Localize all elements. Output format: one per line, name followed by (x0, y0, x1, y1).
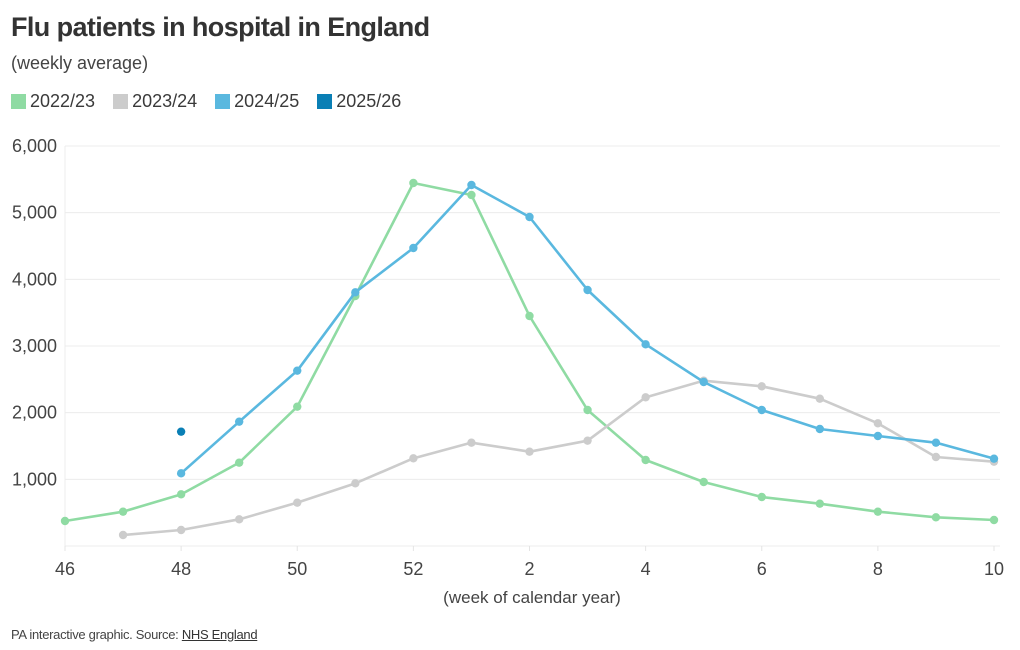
legend-label: 2025/26 (336, 91, 402, 111)
data-point[interactable] (931, 452, 941, 462)
series-group (60, 178, 999, 540)
data-point[interactable] (234, 458, 244, 467)
data-point[interactable] (931, 438, 941, 447)
x-tick-label: 50 (287, 559, 307, 579)
data-point[interactable] (293, 402, 302, 411)
data-point[interactable] (525, 447, 534, 456)
data-point[interactable] (815, 394, 825, 403)
series-2025-26 (176, 427, 186, 436)
data-point[interactable] (699, 477, 708, 487)
data-point[interactable] (931, 513, 941, 522)
data-point[interactable] (176, 525, 186, 535)
data-point[interactable] (989, 515, 999, 525)
series-2024-25 (176, 180, 999, 478)
data-point[interactable] (409, 243, 418, 253)
data-point[interactable] (467, 190, 476, 200)
legend-item-2024-25[interactable]: 2024/25 (215, 91, 299, 112)
y-axis: 1,000 2,000 3,000 4,000 5,000 6,000 (12, 136, 57, 489)
data-point[interactable] (467, 438, 476, 447)
data-point[interactable] (409, 178, 418, 188)
data-point[interactable] (176, 427, 186, 436)
data-point[interactable] (641, 455, 650, 465)
data-point[interactable] (641, 393, 650, 402)
data-point[interactable] (351, 288, 360, 297)
chart-subtitle: (weekly average) (11, 53, 149, 73)
footer: PA interactive graphic. Source: NHS Engl… (11, 627, 258, 642)
legend-item-2023-24[interactable]: 2023/24 (113, 91, 197, 112)
chart-title: Flu patients in hospital in England (11, 12, 430, 42)
gridlines (64, 145, 1000, 547)
data-point[interactable] (699, 377, 708, 387)
data-point[interactable] (351, 479, 360, 488)
x-tick-label: 6 (757, 559, 767, 579)
data-point[interactable] (525, 212, 534, 222)
x-tick-label: 46 (55, 559, 75, 579)
y-tick-label: 6,000 (12, 136, 57, 156)
legend-label: 2023/24 (132, 91, 198, 111)
data-point[interactable] (118, 530, 128, 540)
legend: 2022/23 2023/24 2024/25 2025/26 (11, 91, 419, 112)
data-point[interactable] (873, 431, 883, 441)
legend-swatch (317, 94, 333, 109)
data-point[interactable] (293, 498, 302, 507)
data-point[interactable] (583, 285, 592, 295)
x-axis: 46 48 50 52 2 4 6 8 10 (55, 546, 1004, 579)
x-tick-label: 4 (641, 559, 651, 579)
data-point[interactable] (583, 405, 592, 415)
data-point[interactable] (873, 507, 883, 516)
data-point[interactable] (641, 340, 650, 349)
data-point[interactable] (60, 516, 70, 526)
y-tick-label: 1,000 (12, 469, 57, 489)
data-point[interactable] (176, 490, 186, 499)
x-tick-label: 48 (171, 559, 191, 579)
x-tick-label: 8 (873, 559, 883, 579)
data-point[interactable] (467, 180, 476, 190)
y-tick-label: 4,000 (12, 269, 57, 289)
y-tick-label: 3,000 (12, 336, 57, 356)
data-point[interactable] (234, 417, 244, 426)
x-axis-title: (week of calendar year) (443, 588, 621, 607)
data-point[interactable] (757, 405, 766, 415)
data-point[interactable] (873, 419, 883, 428)
data-point[interactable] (118, 507, 128, 516)
data-point[interactable] (583, 436, 592, 445)
data-point[interactable] (989, 454, 999, 463)
x-tick-label: 52 (403, 559, 423, 579)
legend-swatch (11, 94, 26, 109)
data-point[interactable] (525, 311, 534, 321)
legend-label: 2022/23 (30, 91, 96, 111)
data-point[interactable] (815, 424, 825, 434)
source-link[interactable]: NHS England (181, 627, 258, 642)
series-2023-24 (118, 376, 999, 540)
series-line (179, 183, 996, 475)
x-tick-label: 2 (524, 559, 534, 579)
legend-item-2025-26[interactable]: 2025/26 (317, 91, 401, 112)
legend-swatch (113, 94, 129, 109)
legend-item-2022-23[interactable]: 2022/23 (11, 91, 95, 112)
y-tick-label: 5,000 (12, 203, 57, 223)
series-line (63, 181, 996, 523)
data-point[interactable] (757, 492, 766, 502)
data-point[interactable] (176, 469, 186, 478)
y-tick-label: 2,000 (12, 403, 57, 423)
x-tick-label: 10 (984, 559, 1004, 579)
legend-label: 2024/25 (234, 91, 300, 111)
data-point[interactable] (234, 515, 244, 524)
footer-credit: PA interactive graphic. Source: (11, 627, 182, 642)
legend-swatch (215, 94, 231, 109)
series-line (121, 379, 996, 537)
data-point[interactable] (757, 382, 766, 391)
data-point[interactable] (815, 499, 825, 508)
series-2022-23 (60, 178, 999, 526)
data-point[interactable] (409, 454, 418, 463)
data-point[interactable] (293, 366, 302, 375)
